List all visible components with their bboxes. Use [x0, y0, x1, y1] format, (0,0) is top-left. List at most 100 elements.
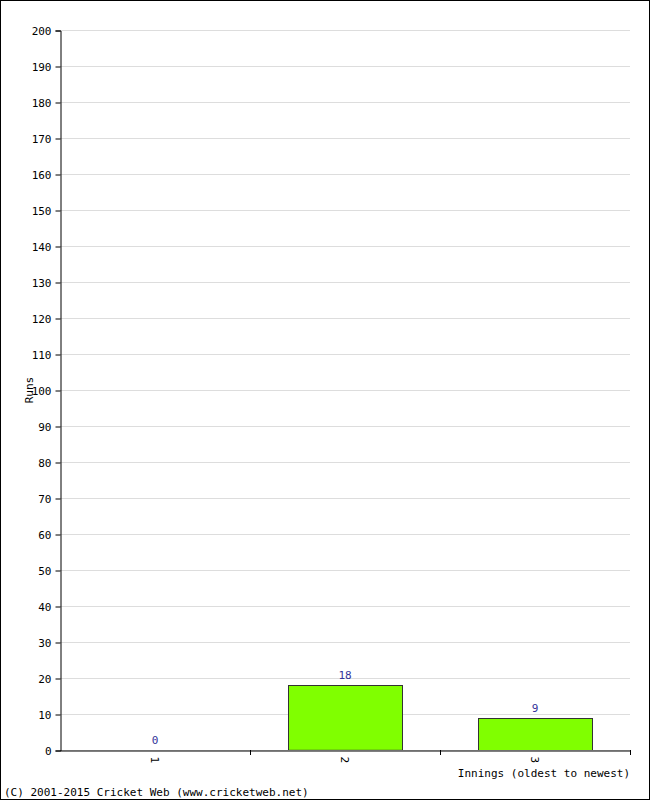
- y-tick: 110: [32, 349, 61, 362]
- x-tick-label: 3: [528, 757, 541, 764]
- y-tick-label: 10: [38, 709, 51, 722]
- y-tick-label: 170: [32, 133, 52, 146]
- category-separator: [250, 750, 251, 755]
- frame: [1, 1, 650, 800]
- chart: 0189010203040506070809010011012013014015…: [0, 0, 650, 800]
- x-tick: 2: [338, 751, 351, 764]
- y-tick-label: 60: [38, 529, 51, 542]
- y-tick-label: 80: [38, 457, 51, 470]
- y-tick: 180: [32, 97, 61, 110]
- grid-line: [60, 498, 630, 499]
- y-tick-label: 90: [38, 421, 51, 434]
- y-tick-label: 140: [32, 241, 52, 254]
- x-axis: 1 2 3: [61, 751, 631, 764]
- y-tick-mark: [56, 67, 61, 68]
- grid-line: [60, 210, 630, 211]
- grid-line: [60, 138, 630, 139]
- y-tick-label: 120: [32, 313, 52, 326]
- y-tick-mark: [56, 283, 61, 284]
- y-tick-mark: [56, 103, 61, 104]
- grid-line: [60, 30, 630, 31]
- y-tick: 160: [32, 169, 61, 182]
- y-tick-label: 190: [32, 61, 52, 74]
- data-label: 18: [338, 669, 351, 682]
- y-tick: 140: [32, 241, 61, 254]
- y-tick: 120: [32, 313, 61, 326]
- grid-line: [60, 102, 630, 103]
- grid-line: [60, 462, 630, 463]
- y-axis-line: [56, 31, 62, 751]
- grid-line: [60, 570, 630, 571]
- y-tick-label: 200: [32, 25, 52, 38]
- y-tick: 80: [38, 457, 60, 470]
- y-tick-mark: [56, 535, 61, 536]
- y-tick-label: 40: [38, 601, 51, 614]
- y-tick: 170: [32, 133, 61, 146]
- y-tick-mark: [56, 427, 61, 428]
- y-tick: 190: [32, 61, 61, 74]
- grid-line: [60, 282, 630, 283]
- y-tick-mark: [56, 247, 61, 248]
- y-tick: 200: [32, 25, 61, 38]
- data-labels: 0 18 9: [152, 669, 539, 747]
- grid-line: [60, 426, 630, 427]
- y-tick-mark: [56, 391, 61, 392]
- grid-line: [60, 750, 630, 751]
- y-tick-label: 180: [32, 97, 52, 110]
- y-tick: 70: [38, 493, 60, 506]
- grid-line: [60, 606, 630, 607]
- y-tick: 0: [45, 745, 61, 758]
- grid-line: [60, 354, 630, 355]
- y-tick-mark: [56, 643, 61, 644]
- y-tick-label: 30: [38, 637, 51, 650]
- y-tick: 130: [32, 277, 61, 290]
- y-tick-mark: [56, 571, 61, 572]
- category-separator: [630, 750, 631, 755]
- data-label: 0: [152, 734, 159, 747]
- annotation: (C) 2001-2015 Cricket Web (www.cricketwe…: [4, 786, 309, 799]
- y-tick: 40: [38, 601, 60, 614]
- x-tick: 1: [148, 751, 161, 764]
- y-tick-mark: [56, 355, 61, 356]
- y-tick-mark: [56, 319, 61, 320]
- data-label: 9: [532, 702, 539, 715]
- y-tick-mark: [56, 499, 61, 500]
- category-separator: [440, 750, 441, 755]
- y-tick-label: 160: [32, 169, 52, 182]
- y-tick-label: 130: [32, 277, 52, 290]
- grid-line: [60, 642, 630, 643]
- bar: [289, 686, 403, 751]
- y-tick-mark: [56, 607, 61, 608]
- x-axis-title: Innings (oldest to newest): [458, 767, 630, 780]
- y-tick-label: 0: [45, 745, 52, 758]
- x-tick-label: 2: [338, 757, 351, 764]
- grid-line: [60, 534, 630, 535]
- y-tick-mark: [56, 463, 61, 464]
- y-tick: 150: [32, 205, 61, 218]
- y-axis: 0102030405060708090100110120130140150160…: [32, 25, 61, 758]
- y-tick: 90: [38, 421, 60, 434]
- y-tick-mark: [56, 679, 61, 680]
- y-tick-mark: [56, 31, 61, 32]
- y-axis-title: Runs: [23, 377, 36, 404]
- bars: [289, 686, 593, 751]
- grid-line: [60, 390, 630, 391]
- x-tick-label: 1: [148, 757, 161, 764]
- grid-line: [60, 318, 630, 319]
- category-separators: [251, 750, 631, 755]
- y-tick: 60: [38, 529, 60, 542]
- y-tick: 50: [38, 565, 60, 578]
- y-tick-mark: [56, 211, 61, 212]
- grid-line: [60, 174, 630, 175]
- y-tick: 10: [38, 709, 60, 722]
- y-tick-label: 110: [32, 349, 52, 362]
- grid: [60, 31, 630, 751]
- y-tick-mark: [56, 751, 61, 752]
- y-tick-label: 150: [32, 205, 52, 218]
- y-tick-mark: [56, 175, 61, 176]
- y-tick-label: 20: [38, 673, 51, 686]
- y-tick: 20: [38, 673, 60, 686]
- bar: [479, 719, 593, 751]
- y-tick-mark: [56, 715, 61, 716]
- y-tick-mark: [56, 139, 61, 140]
